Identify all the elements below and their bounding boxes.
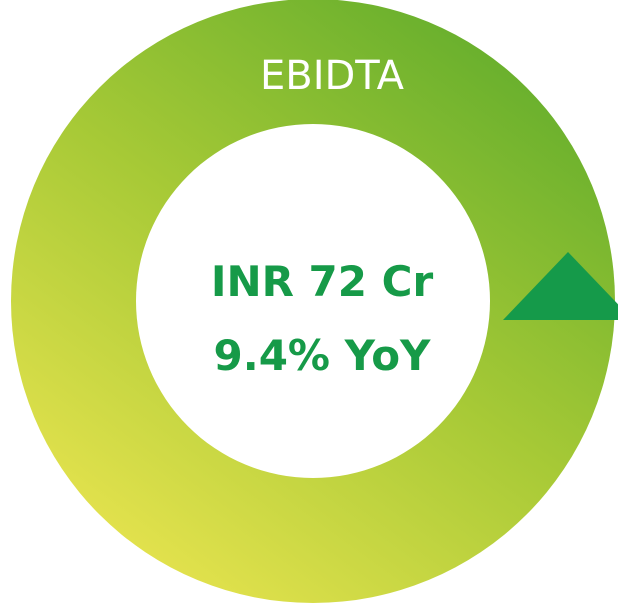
metric-value: INR 72 Cr: [211, 257, 434, 306]
title: EBIDTA: [260, 53, 405, 99]
inner-circle: [136, 124, 490, 478]
up-arrow: [503, 252, 618, 320]
metric-change: 9.4% YoY: [214, 331, 432, 380]
